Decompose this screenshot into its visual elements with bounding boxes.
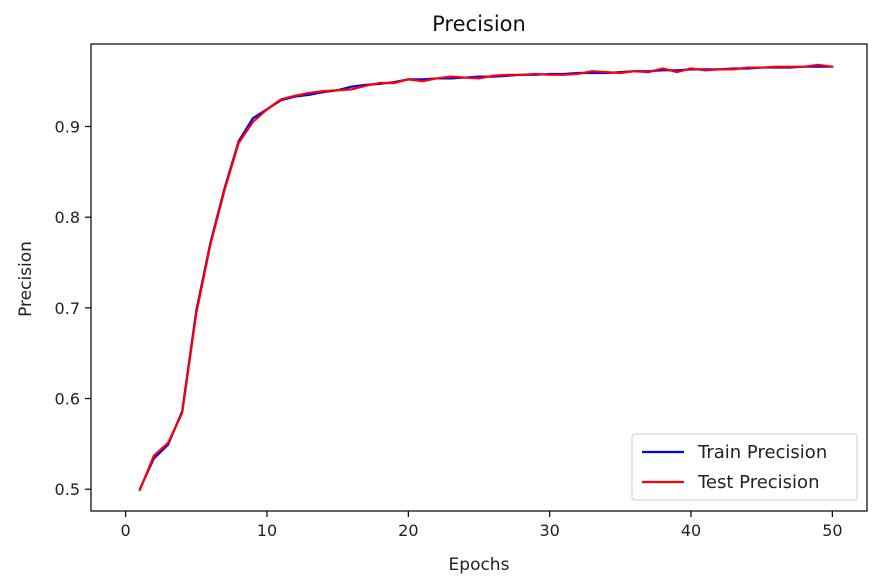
y-tick-label: 0.6 <box>55 390 80 409</box>
x-axis-label: Epochs <box>449 555 510 575</box>
y-tick-label: 0.8 <box>55 208 80 227</box>
legend-label: Train Precision <box>697 442 827 463</box>
x-tick-label: 10 <box>257 521 277 540</box>
legend-label: Test Precision <box>697 472 819 493</box>
plot-area-frame <box>90 43 868 512</box>
series-lines <box>138 63 834 492</box>
y-tick-label: 0.5 <box>55 480 80 499</box>
x-tick-label: 20 <box>398 521 418 540</box>
y-axis: 0.5 0.6 0.7 0.8 0.9 <box>55 118 91 499</box>
legend: Train Precision Test Precision <box>631 433 858 501</box>
x-tick-label: 0 <box>121 521 131 540</box>
x-axis: 0 10 20 30 40 50 <box>121 511 843 540</box>
series-line-train <box>138 65 834 491</box>
x-tick-label: 40 <box>681 521 701 540</box>
series-line-test <box>138 63 834 492</box>
chart-title: Precision <box>432 12 526 36</box>
y-axis-label: Precision <box>16 241 36 317</box>
y-tick-label: 0.7 <box>55 299 80 318</box>
y-tick-label: 0.9 <box>55 118 80 137</box>
x-tick-label: 30 <box>539 521 559 540</box>
legend-box <box>631 433 858 501</box>
x-tick-label: 50 <box>822 521 842 540</box>
